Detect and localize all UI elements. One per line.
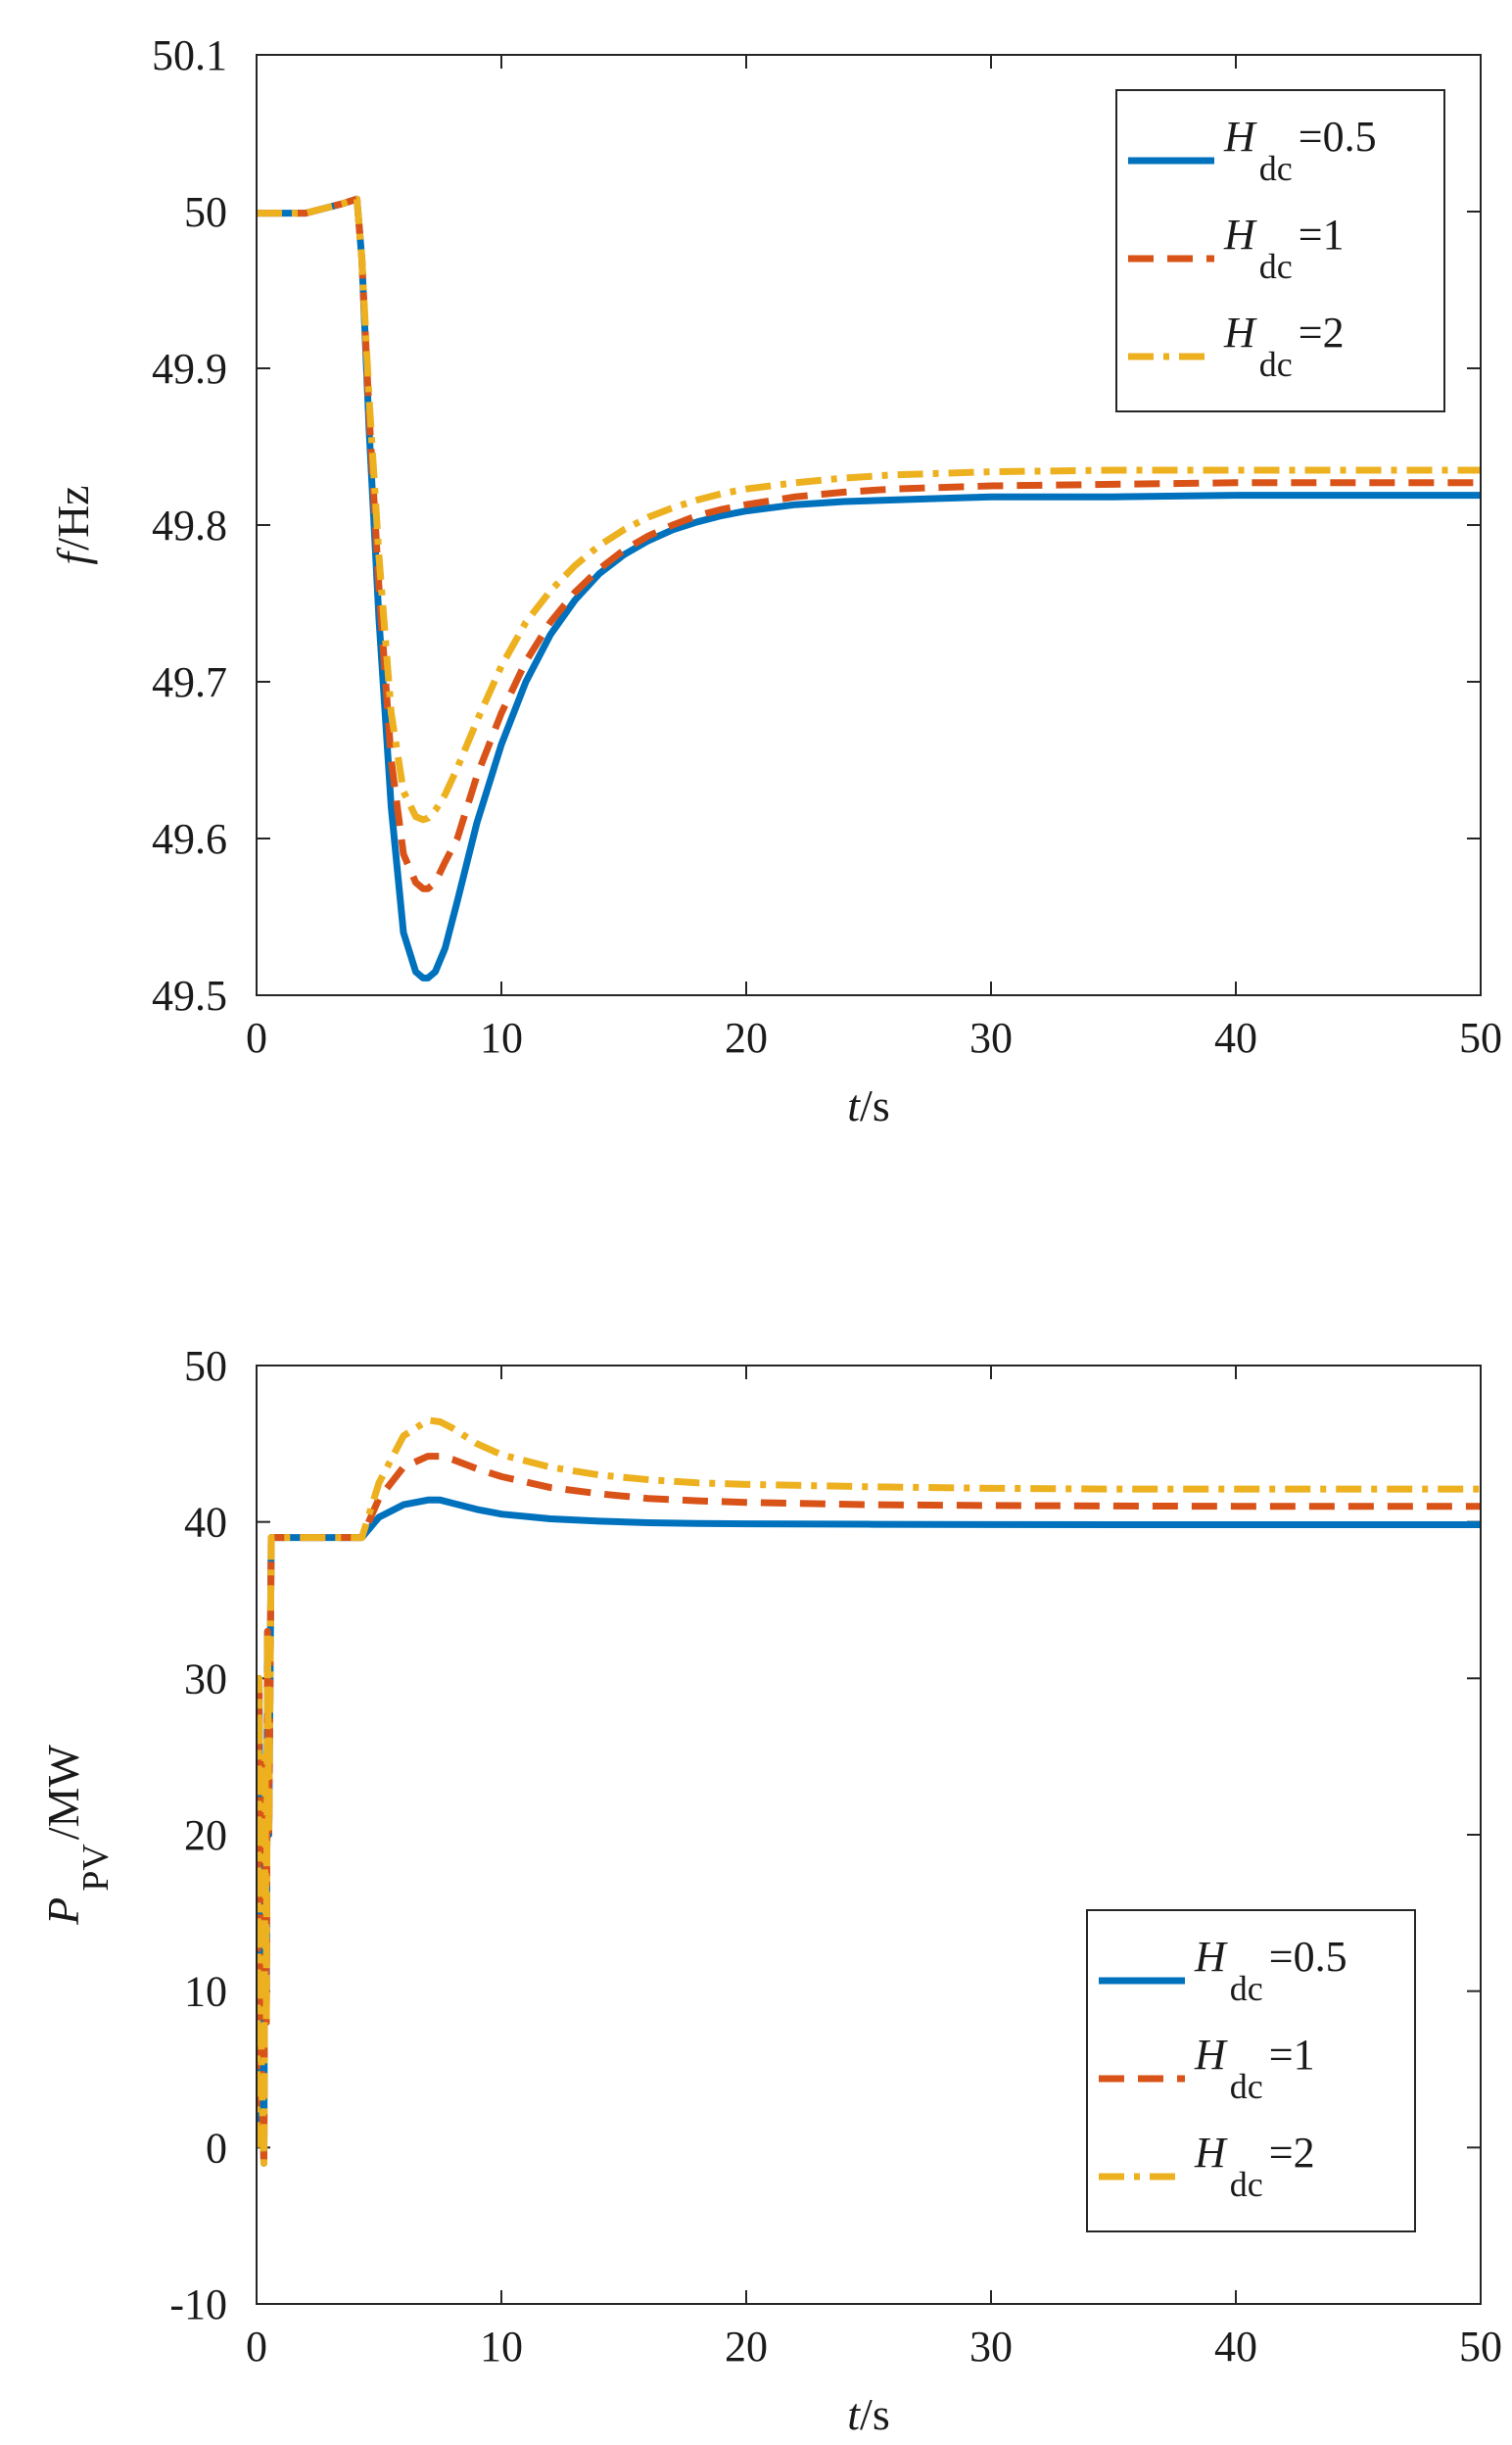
- y-tick-label: 49.5: [152, 972, 227, 1020]
- legend-sub: dc: [1259, 149, 1293, 188]
- x-tick-label: 30: [969, 1014, 1013, 1062]
- x-tick-label: 50: [1459, 1014, 1502, 1062]
- series-line-3: [258, 195, 1480, 824]
- legend-label-3: Hdc=2: [1223, 309, 1345, 384]
- x-tick-label: 0: [246, 2323, 267, 2371]
- y-tick-label: 40: [184, 1499, 227, 1547]
- x-tick-label: 40: [1214, 1014, 1257, 1062]
- x-axis-unit: /s: [860, 1080, 890, 1130]
- chart-panel-1: 0 10 20 30 40 50 50.1 50 49.9 49.8 49.7 49.6 49.5 t/s…: [48, 31, 1502, 1130]
- legend-sym: H: [1194, 1933, 1228, 1981]
- x-tick-label: 40: [1214, 2323, 1257, 2371]
- x-tick-label: 10: [480, 2323, 523, 2371]
- y-tick-label: 49.6: [152, 815, 227, 863]
- series-line-3: [258, 1416, 1480, 2167]
- legend-sym: H: [1223, 211, 1257, 259]
- y-tick-label: 49.8: [152, 502, 227, 550]
- legend-sub: dc: [1259, 345, 1293, 384]
- legend-sym: H: [1223, 309, 1257, 357]
- legend-sym: H: [1223, 113, 1257, 161]
- chart-panel-2: 0 10 20 30 40 5050403020100-10t/sPPV/MWHdc=0.…: [38, 1342, 1502, 2439]
- y-tick-label: 50: [184, 1342, 227, 1390]
- y-tick-label: 30: [184, 1654, 227, 1702]
- x-axis-var: t: [847, 1080, 861, 1130]
- legend-label-1: Hdc=0.5: [1194, 1933, 1347, 2008]
- legend-sub: dc: [1230, 1969, 1263, 2008]
- legend-val: =2: [1269, 2129, 1315, 2177]
- legend-label-2: Hdc=1: [1223, 211, 1345, 286]
- series-line-2: [258, 195, 1480, 892]
- x-tick-label: 50: [1459, 2323, 1502, 2371]
- legend-box: [1086, 1909, 1416, 2232]
- y-tick-label: 50.1: [152, 31, 227, 79]
- legend-sub: dc: [1230, 2067, 1263, 2106]
- x-tick-label: 30: [969, 2323, 1013, 2371]
- legend-val: =0.5: [1269, 1933, 1347, 1981]
- x-axis-var: t: [847, 2389, 861, 2439]
- legend-val: =1: [1299, 211, 1345, 259]
- legend-val: =1: [1269, 2031, 1315, 2079]
- legend-sym: H: [1194, 2129, 1228, 2177]
- y-tick-label: 49.7: [152, 658, 227, 706]
- x-tick-label: 0: [246, 1014, 267, 1062]
- x-tick-label: 10: [480, 1014, 523, 1062]
- legend-val: =2: [1299, 309, 1345, 357]
- x-axis-unit: /s: [860, 2389, 890, 2439]
- y-tick-label: 49.9: [152, 345, 227, 393]
- legend-val: =0.5: [1299, 113, 1377, 161]
- legend-label-1: Hdc=0.5: [1223, 113, 1377, 188]
- legend-label-3: Hdc=2: [1194, 2129, 1315, 2204]
- legend-sub: dc: [1230, 2165, 1263, 2204]
- y-axis-var: P: [38, 1897, 88, 1926]
- x-tick-label: 20: [725, 1014, 768, 1062]
- y-axis-label: f/Hz: [48, 485, 98, 564]
- y-tick-label: 0: [206, 2124, 227, 2172]
- x-axis-label: t/s: [847, 1080, 889, 1130]
- x-tick-label: 20: [725, 2323, 768, 2371]
- y-axis-sub: PV: [75, 1844, 117, 1892]
- legend-label-2: Hdc=1: [1194, 2031, 1315, 2106]
- legend-sub: dc: [1259, 247, 1293, 286]
- legend-sym: H: [1194, 2031, 1228, 2079]
- x-axis-label: t/s: [847, 2389, 889, 2439]
- y-tick-label: 20: [184, 1811, 227, 1859]
- legend-box: [1115, 89, 1445, 412]
- y-axis-label: P PV/MW: [38, 1745, 117, 1926]
- y-tick-label: 10: [184, 1968, 227, 2016]
- y-tick-label: 50: [184, 188, 227, 236]
- y-axis-unit: /Hz: [48, 485, 98, 550]
- y-axis-unit: /MW: [38, 1745, 88, 1841]
- y-tick-label: -10: [169, 2280, 227, 2328]
